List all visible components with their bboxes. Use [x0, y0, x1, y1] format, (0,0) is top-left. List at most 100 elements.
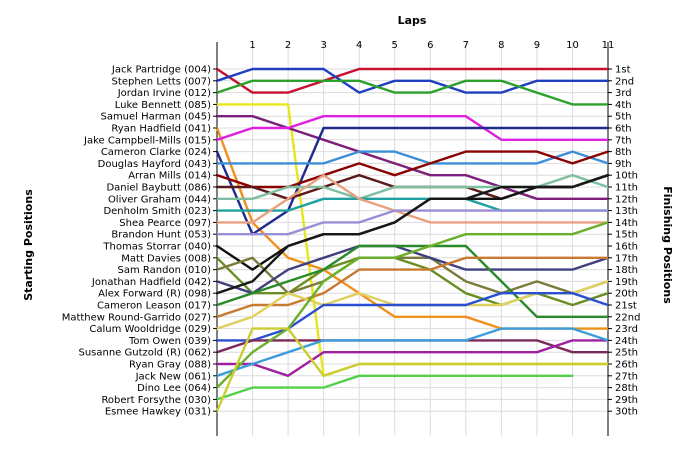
lap-tick-label: 6: [427, 40, 433, 51]
starting-position-label: Denholm Smith (023): [103, 206, 211, 217]
lap-tick-label: 1: [249, 40, 255, 51]
starting-position-label: Matthew Round-Garrido (027): [62, 312, 211, 323]
driver-position-line: [215, 67, 610, 94]
driver-position-line: [215, 256, 610, 307]
driver-position-line: [215, 327, 610, 413]
driver-position-line: [215, 327, 610, 377]
starting-position-label: Tom Owen (039): [128, 336, 211, 347]
finishing-position-label: 28th: [615, 383, 638, 394]
driver-position-line: [215, 173, 610, 224]
finishing-position-label: 12th: [615, 194, 638, 205]
starting-position-label: Ryan Hadfield (041): [111, 124, 211, 135]
driver-position-line: [215, 256, 610, 318]
series-lines: [215, 67, 610, 413]
driver-position-line: [215, 79, 610, 106]
finishing-position-label: 7th: [615, 135, 632, 146]
driver-position-line: [215, 256, 610, 295]
starting-position-label: Stephen Letts (007): [112, 76, 212, 87]
finishing-position-label: 19th: [615, 277, 638, 288]
finishing-position-label: 2nd: [615, 76, 634, 87]
starting-position-label: Thomas Storrar (040): [102, 242, 211, 253]
lap-tick-label: 9: [534, 40, 540, 51]
finishing-position-label: 3rd: [615, 88, 632, 99]
starting-position-label: Cameron Clarke (024): [101, 147, 211, 158]
finishing-position-label: 29th: [615, 395, 638, 406]
finishing-position-label: 10th: [615, 171, 638, 182]
finishing-position-label: 24th: [615, 336, 638, 347]
finishing-position-label: 8th: [615, 147, 632, 158]
starting-position-label: Cameron Leason (017): [97, 301, 211, 312]
starting-position-label: Calum Wooldridge (029): [89, 324, 211, 335]
driver-position-line: [215, 244, 610, 318]
finishing-position-label: 16th: [615, 242, 638, 253]
starting-position-label: Jack New (061): [135, 371, 212, 382]
finishing-position-labels: 1st2nd3rd4th5th6th7th8th9th10th11th12th1…: [608, 65, 640, 418]
finishing-position-label: 9th: [615, 159, 632, 170]
lap-tick-label: 5: [392, 40, 398, 51]
starting-position-label: Susanne Gutzold (R) (062): [78, 348, 211, 359]
finishing-position-label: 30th: [615, 407, 638, 418]
finishing-position-label: 4th: [615, 100, 632, 111]
driver-position-line: [215, 374, 574, 401]
starting-position-label: Robert Forsythe (030): [101, 395, 211, 406]
driver-position-line: [215, 150, 610, 165]
finishing-position-label: 17th: [615, 253, 638, 264]
driver-position-line: [215, 67, 610, 94]
driver-position-line: [215, 126, 610, 236]
lap-tick-label: 8: [498, 40, 504, 51]
starting-position-label: Samuel Harman (045): [100, 112, 211, 123]
lap-ticks: 1 2 3 4 5 6 7 8 9 10 11: [249, 40, 614, 51]
starting-position-labels: Jack Partridge (004)Stephen Letts (007)J…: [62, 65, 217, 418]
starting-position-label: Matt Davies (008): [121, 253, 211, 264]
x-axis-title: Laps: [398, 14, 427, 27]
driver-position-line: [215, 173, 610, 201]
lap-tick-label: 4: [356, 40, 362, 51]
starting-position-label: Douglas Hayford (043): [98, 159, 211, 170]
driver-position-line: [215, 173, 610, 295]
finishing-position-label: 1st: [615, 65, 631, 76]
finishing-position-label: 21st: [615, 301, 637, 312]
finishing-position-label: 22nd: [615, 312, 640, 323]
finishing-position-label: 15th: [615, 230, 638, 241]
lap-tick-label: 3: [320, 40, 326, 51]
starting-position-label: Daniel Baybutt (086): [106, 183, 211, 194]
finishing-position-label: 18th: [615, 265, 638, 276]
starting-position-label: Jack Partridge (004): [111, 65, 211, 76]
lap-tick-label: 11: [602, 40, 615, 51]
driver-position-line: [215, 292, 610, 342]
starting-position-label: Ryan Gray (088): [129, 360, 211, 371]
starting-position-label: Esmee Hawkey (031): [105, 407, 211, 418]
finishing-position-label: 5th: [615, 112, 632, 123]
finishing-position-label: 14th: [615, 218, 638, 229]
driver-position-line: [215, 150, 610, 189]
starting-position-label: Alex Forward (R) (098): [98, 289, 211, 300]
starting-position-label: Luke Bennett (085): [115, 100, 211, 111]
starting-position-label: Oliver Graham (044): [108, 194, 211, 205]
driver-position-line: [215, 221, 610, 389]
driver-position-line: [215, 114, 610, 142]
left-axis-title: Starting Positions: [22, 189, 35, 301]
starting-position-label: Brandon Hunt (053): [111, 230, 211, 241]
finishing-position-label: 26th: [615, 360, 638, 371]
starting-position-label: Sam Randon (010): [118, 265, 212, 276]
lap-tick-label: 2: [285, 40, 291, 51]
lap-tick-label: 7: [463, 40, 469, 51]
finishing-position-label: 20th: [615, 289, 638, 300]
lap-tick-label: 10: [566, 40, 579, 51]
starting-position-label: Jordan Irvine (012): [117, 88, 211, 99]
finishing-position-label: 23rd: [615, 324, 638, 335]
starting-position-label: Dino Lee (064): [137, 383, 211, 394]
starting-position-label: Shea Pearce (097): [119, 218, 211, 229]
finishing-position-label: 13th: [615, 206, 638, 217]
driver-position-line: [215, 339, 610, 377]
starting-position-label: Jonathan Hadfield (042): [91, 277, 211, 288]
right-axis-title: Finishing Positions: [661, 186, 674, 304]
finishing-position-label: 27th: [615, 371, 638, 382]
finishing-position-label: 11th: [615, 183, 638, 194]
starting-position-label: Jake Campbell-Mills (015): [83, 135, 211, 146]
starting-position-label: Arran Mills (014): [128, 171, 211, 182]
finishing-position-label: 25th: [615, 348, 638, 359]
finishing-position-label: 6th: [615, 124, 632, 135]
